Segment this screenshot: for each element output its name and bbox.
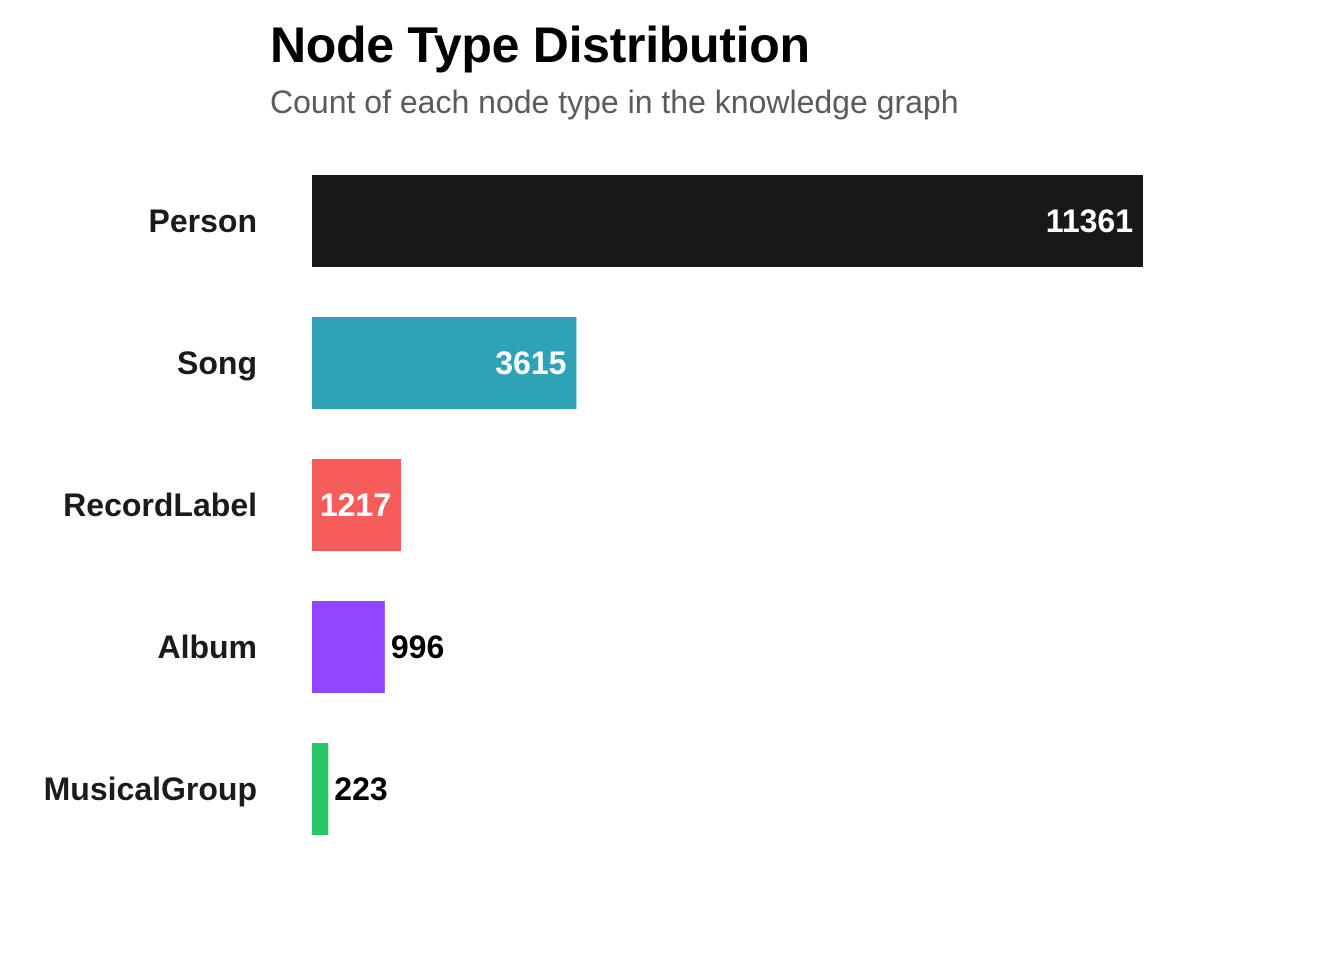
category-label-album: Album	[157, 629, 257, 665]
value-label-person: 11361	[1046, 203, 1133, 239]
bar-album	[312, 601, 385, 693]
category-label-recordlabel: RecordLabel	[63, 487, 257, 523]
bar-recordlabel	[312, 459, 402, 551]
value-label-musicalgroup: 223	[334, 771, 387, 807]
bars-layer: Person 11361 Song 3615 RecordLabel 1217 Album 9…	[44, 175, 1143, 835]
chart-title: Node Type Distribution	[270, 17, 810, 73]
chart-subtitle: Count of each node type in the knowledge…	[270, 84, 959, 120]
bar-song	[312, 317, 577, 409]
bar-musicalgroup	[312, 743, 329, 835]
category-label-person: Person	[149, 203, 257, 239]
value-label-song: 3615	[495, 345, 566, 381]
bar-person	[312, 175, 1143, 267]
category-label-song: Song	[177, 345, 257, 381]
value-label-recordlabel: 1217	[320, 487, 391, 523]
category-label-musicalgroup: MusicalGroup	[44, 771, 257, 807]
value-label-album: 996	[391, 629, 444, 665]
